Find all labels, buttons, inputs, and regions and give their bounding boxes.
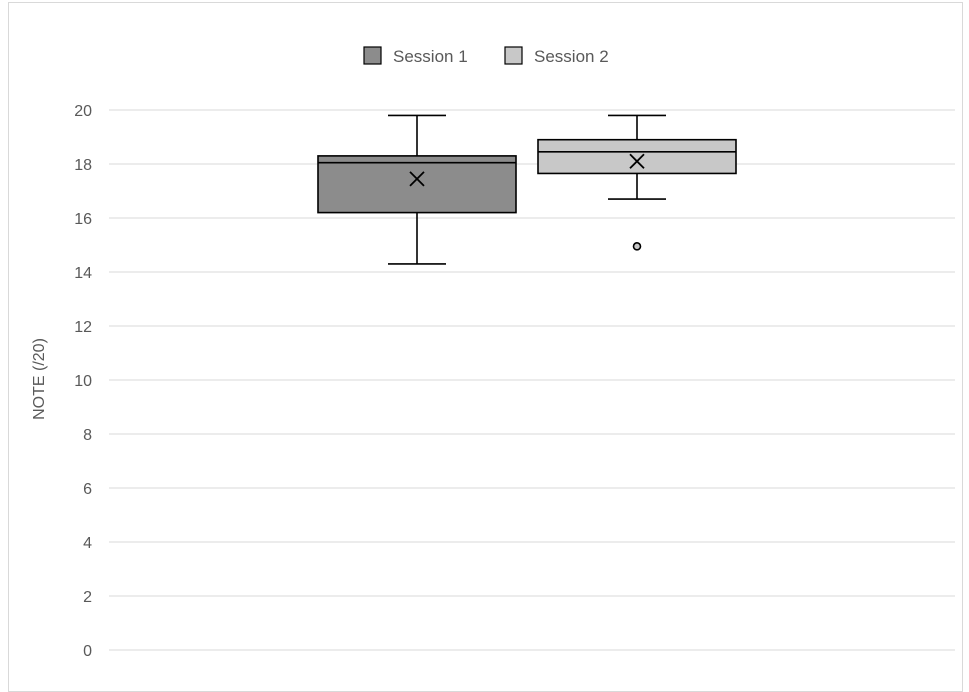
legend-swatch <box>363 46 382 65</box>
y-tick-label: 6 <box>83 481 92 498</box>
y-tick-label: 20 <box>74 103 92 120</box>
y-tick-label: 12 <box>74 319 92 336</box>
y-tick-label: 2 <box>83 589 92 606</box>
mean-marker <box>629 153 645 169</box>
gridlines <box>109 109 955 651</box>
y-tick-label: 14 <box>74 265 92 282</box>
legend-label: Session 2 <box>534 47 609 66</box>
legend-item: Session 2 <box>504 46 609 66</box>
y-tick-label: 18 <box>74 157 92 174</box>
y-tick-label: 4 <box>83 535 92 552</box>
box-session-2 <box>537 114 737 251</box>
chart-frame <box>8 2 963 692</box>
iqr-box <box>317 155 517 214</box>
y-tick-label: 16 <box>74 211 92 228</box>
legend: Session 1 Session 2 <box>363 46 609 66</box>
legend-item: Session 1 <box>363 46 468 66</box>
legend-label: Session 1 <box>393 47 468 66</box>
y-tick-labels: 0 2 4 6 8 10 12 14 16 18 20 <box>74 103 92 660</box>
y-tick-label: 10 <box>74 373 92 390</box>
y-axis-title: NOTE (/20) <box>31 338 48 420</box>
box-series <box>317 114 737 265</box>
legend-swatch <box>504 46 523 65</box>
mean-marker <box>409 171 425 187</box>
iqr-box <box>537 138 737 175</box>
y-tick-label: 8 <box>83 427 92 444</box>
outlier-point <box>632 242 642 251</box>
y-tick-label: 0 <box>83 643 92 660</box>
box-session-1 <box>317 114 517 265</box>
